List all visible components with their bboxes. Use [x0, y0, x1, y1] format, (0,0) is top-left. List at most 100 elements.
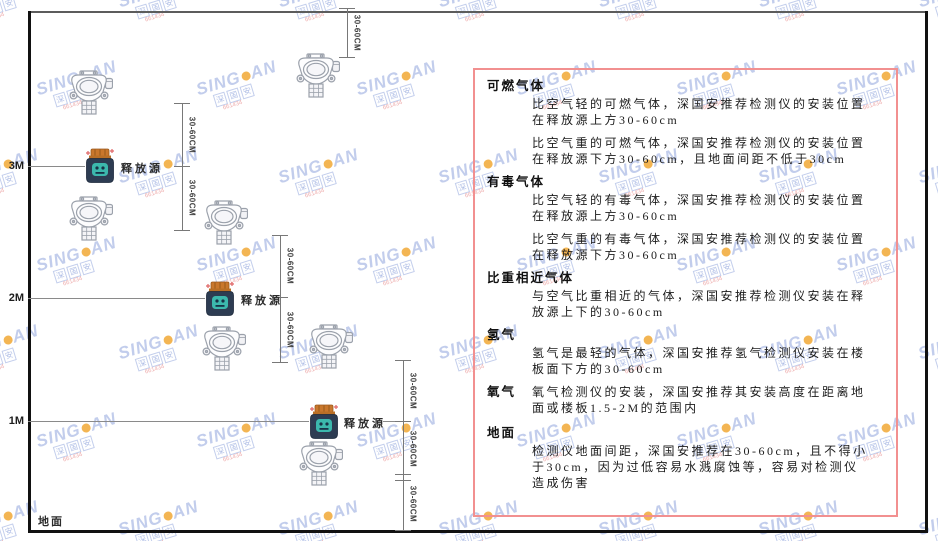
watermark-red-text: 661434	[144, 363, 166, 376]
section-heading: 地面	[487, 426, 517, 440]
section-paragraph: 与空气比重相近的气体，深国安推荐检测仪安装在释放源上下的30-60cm	[532, 289, 866, 319]
dimension-value-label: 30-60CM	[408, 372, 418, 409]
dimension-value-label: 30-60CM	[408, 430, 418, 468]
watermark-cn: 深国安	[934, 338, 938, 372]
gas-detector	[199, 326, 247, 377]
ceiling-line	[28, 11, 928, 13]
brand-dot-icon	[240, 422, 252, 434]
section-paragraph: 氧气检测仪的安装，深国安推荐其安装高度在距离地面或楼板1.5-2M的范围内	[532, 385, 866, 415]
panel-section: 比重相近气体 与空气比重相近的气体，深国安推荐检测仪安装在释放源上下的30-60c…	[487, 270, 872, 320]
ground-label: 地面	[38, 516, 64, 528]
watermark-cn: 深国安	[934, 514, 938, 541]
dimension-tick	[395, 421, 411, 422]
dimension-break-tick	[395, 480, 411, 481]
release-source-icon	[206, 281, 234, 316]
watermark-cn: 深国安	[212, 250, 282, 284]
dimension-value-label: 30-60CM	[187, 179, 197, 217]
gas-detector	[293, 53, 341, 104]
watermark-cn: 深国安	[774, 0, 844, 20]
watermark-cn: 深国安	[0, 338, 45, 372]
gas-detector	[201, 200, 249, 251]
brand-dot-icon	[80, 246, 92, 258]
section-paragraph: 检测仪地面间距，深国安推荐在30-60cm，且不得小于30cm，因为过低容易水溅…	[532, 444, 868, 490]
watermark-red-text: 661434	[222, 99, 244, 112]
watermark-cn: 深国安	[934, 162, 938, 196]
gas-detector	[306, 324, 354, 375]
brand-dot-icon	[2, 510, 14, 522]
watermark-red-text: 661434	[62, 451, 84, 464]
gas-detector-icon	[299, 441, 344, 486]
watermark-cn: 深国安	[52, 250, 122, 284]
dimension-break-tick	[395, 474, 411, 475]
section-paragraph: 比空气重的可燃气体，深国安推荐检测仪的安装位置在释放源下方30-60cm，且地面…	[532, 136, 866, 166]
dimension-tick	[339, 57, 355, 58]
release-source	[83, 148, 117, 188]
dimension-tick	[272, 362, 288, 363]
section-paragraph: 氢气是最轻的气体，深国安推荐氢气检测仪安装在楼板面下方的30-60cm	[532, 346, 866, 376]
watermark-cn: 深国安	[212, 426, 282, 460]
section-paragraph: 比空气轻的有毒气体，深国安推荐检测仪的安装位置在释放源上方30-60cm	[532, 193, 866, 223]
panel-section: 地面检测仪地面间距，深国安推荐在30-60cm，且不得小于30cm，因为过低容易…	[487, 425, 872, 491]
watermark-cn: 深国安	[934, 0, 938, 20]
watermark-cn: 深国安	[52, 426, 122, 460]
gas-detector	[296, 441, 344, 492]
gas-detector-icon	[202, 326, 247, 371]
dimension-tick	[339, 8, 355, 9]
section-heading: 氧气	[487, 385, 517, 399]
gas-detector-icon	[296, 53, 341, 98]
gas-detector	[66, 70, 114, 121]
watermark-cn: 深国安	[454, 514, 524, 541]
height-label-2m: 2M	[8, 292, 24, 304]
watermark-cn: 深国安	[0, 0, 45, 20]
height-leader-line	[28, 298, 205, 299]
release-source	[307, 404, 341, 444]
dimension-line	[403, 360, 404, 530]
watermark-cn: 深国安	[372, 74, 442, 108]
dimension-tick	[395, 530, 411, 531]
brand-dot-icon	[2, 334, 14, 346]
watermark-cn: 深国安	[454, 0, 524, 20]
height-label-1m: 1M	[8, 415, 24, 427]
watermark-cn: 深国安	[134, 514, 204, 541]
dimension-line	[280, 235, 281, 362]
height-label-3m: 3M	[8, 160, 24, 172]
dimension-value-label: 30-60CM	[352, 14, 362, 51]
watermark-red-text: 661434	[62, 275, 84, 288]
release-source-icon	[86, 148, 114, 183]
dimension-value-label: 30-60CM	[408, 485, 418, 522]
brand-dot-icon	[80, 422, 92, 434]
watermark-cn: 深国安	[614, 0, 684, 20]
gas-detector-icon	[69, 196, 114, 241]
source-leader-line	[383, 421, 403, 422]
instruction-panel: 可燃气体 比空气轻的可燃气体，深国安推荐检测仪的安装位置在释放源上方30-60cm…	[473, 68, 898, 517]
watermark-cn: 深国安	[774, 514, 844, 541]
watermark-red-text: 661434	[382, 275, 404, 288]
gas-detector-icon	[204, 200, 249, 245]
section-paragraph: 比空气重的有毒气体，深国安推荐检测仪的安装位置在释放源下方30-60cm	[532, 232, 866, 262]
watermark-cn: 深国安	[614, 514, 684, 541]
dimension-value-label: 30-60CM	[285, 311, 295, 348]
left-wall-axis	[28, 11, 31, 533]
section-paragraph: 比空气轻的可燃气体，深国安推荐检测仪的安装位置在释放源上方30-60cm	[532, 97, 866, 127]
release-source	[203, 281, 237, 321]
watermark-red-text: 661434	[304, 187, 326, 200]
watermark-red-text: 661434	[222, 451, 244, 464]
